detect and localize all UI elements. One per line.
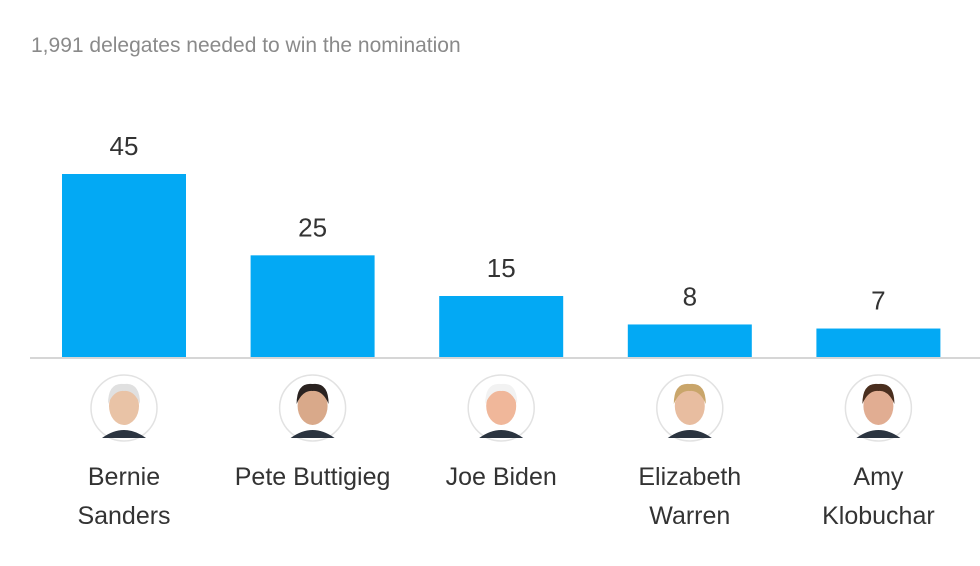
value-label: 7 — [871, 286, 885, 316]
avatar-hair — [108, 383, 140, 404]
bar — [439, 296, 564, 357]
category-label: Pete Buttigieg — [223, 458, 403, 497]
candidate-photo-icon — [109, 387, 139, 425]
category-label-line: Amy — [853, 463, 904, 491]
category-label-line: Bernie — [87, 463, 161, 491]
avatar-shoulders — [856, 430, 901, 438]
avatar-shoulders — [102, 430, 146, 438]
category-label-line: Sanders — [77, 502, 171, 530]
candidate-photo-icon — [297, 387, 328, 425]
category-label-line: Joe Biden — [445, 463, 557, 491]
bar — [627, 324, 752, 357]
avatar-shoulders — [290, 430, 335, 438]
category-label-line: Klobuchar — [822, 502, 935, 530]
category-label: Elizabeth Warren — [600, 458, 780, 536]
category-label-line: Elizabeth — [638, 463, 742, 491]
avatar-shoulders — [667, 430, 712, 438]
avatar-hair — [296, 383, 329, 404]
avatar-hair — [673, 383, 706, 404]
category-label-line: Pete Buttigieg — [234, 463, 391, 491]
bar — [250, 255, 375, 357]
value-label: 8 — [683, 281, 697, 311]
value-label: 15 — [487, 253, 516, 283]
bar — [816, 328, 941, 357]
value-label: 45 — [110, 131, 139, 161]
bar — [62, 174, 186, 357]
chart-subtitle: 1,991 delegates needed to win the nomina… — [31, 34, 461, 57]
category-label: Amy Klobuchar — [788, 458, 968, 536]
candidate-photo-icon — [674, 387, 705, 425]
candidate-photo-icon — [863, 387, 894, 425]
avatar-hair — [862, 383, 895, 404]
candidate-photo-icon — [486, 387, 517, 425]
category-label: Bernie Sanders — [34, 458, 214, 536]
category-label-line: Warren — [649, 502, 731, 530]
avatar-hair — [485, 383, 518, 404]
avatar-shoulders — [479, 430, 524, 438]
category-label: Joe Biden — [411, 458, 591, 497]
value-label: 25 — [298, 212, 327, 242]
